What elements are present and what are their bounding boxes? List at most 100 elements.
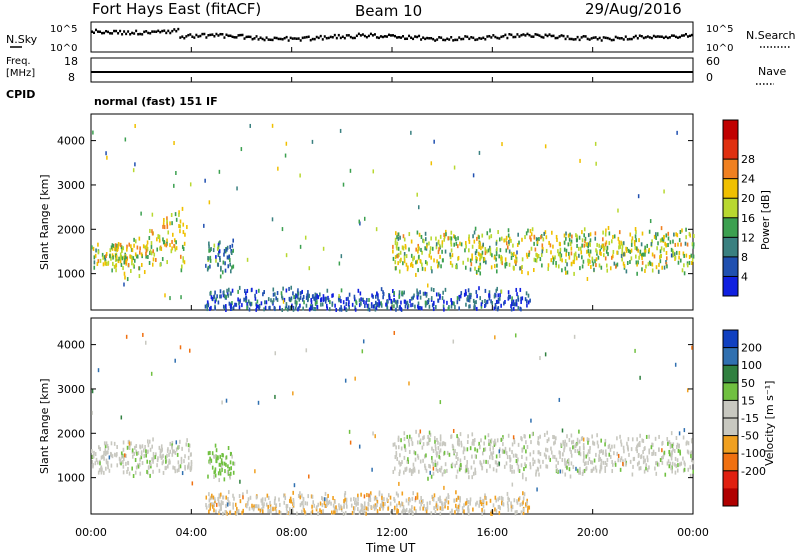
scatter-cell	[600, 449, 603, 454]
scatter-cell	[459, 458, 462, 463]
nsky-point	[167, 29, 170, 33]
scatter-cell	[542, 237, 545, 242]
scatter-cell	[530, 237, 532, 242]
scatter-cell	[546, 448, 549, 453]
scatter-cell	[439, 437, 442, 442]
scatter-cell	[365, 506, 368, 511]
nsky-point	[267, 38, 270, 41]
scatter-cell	[458, 442, 460, 447]
scatter-cell	[220, 463, 222, 468]
scatter-cell	[322, 297, 325, 302]
scatter-cell	[436, 259, 438, 264]
scatter-cell	[105, 466, 107, 471]
scatter-cell	[475, 255, 477, 260]
scatter-cell	[467, 500, 470, 505]
nsky-point	[277, 37, 280, 41]
scatter-cell	[620, 442, 623, 447]
scatter-cell	[171, 449, 174, 454]
scatter-cell	[382, 295, 384, 300]
scatter-cell	[646, 468, 649, 473]
nsky-point	[600, 39, 603, 42]
scatter-cell	[414, 451, 417, 456]
nsky-point	[568, 37, 571, 41]
scatter-cell	[474, 447, 476, 452]
scatter-cell	[497, 293, 500, 298]
noise-cell	[498, 461, 501, 466]
scatter-cell	[408, 497, 410, 502]
scatter-cell	[439, 495, 441, 500]
scatter-cell	[250, 301, 253, 306]
scatter-cell	[553, 435, 556, 440]
scatter-cell	[313, 503, 316, 508]
nsky-point	[307, 35, 310, 39]
nsky-point	[478, 36, 481, 40]
scatter-cell	[123, 260, 126, 265]
scatter-cell	[285, 506, 288, 511]
scatter-cell	[221, 467, 223, 472]
scatter-cell	[527, 300, 530, 305]
scatter-cell	[124, 258, 126, 263]
nsky-point	[203, 32, 206, 36]
scatter-cell	[563, 233, 566, 238]
scatter-cell	[497, 497, 500, 502]
scatter-cell	[169, 441, 172, 446]
velocity-colorbar-segment	[723, 330, 738, 349]
scatter-cell	[668, 452, 671, 457]
scatter-cell	[234, 510, 237, 515]
scatter-cell	[106, 450, 108, 455]
scatter-cell	[405, 301, 407, 306]
scatter-cell	[691, 242, 694, 247]
scatter-cell	[160, 444, 163, 449]
scatter-cell	[229, 510, 231, 515]
scatter-cell	[134, 252, 137, 257]
scatter-cell	[618, 230, 621, 235]
scatter-cell	[600, 265, 603, 270]
scatter-cell	[94, 253, 97, 258]
scatter-cell	[397, 435, 400, 440]
nsky-point	[335, 36, 338, 40]
scatter-cell	[322, 294, 325, 299]
noise-cell	[393, 330, 396, 335]
scatter-cell	[510, 304, 512, 309]
scatter-cell	[437, 440, 439, 445]
scatter-cell	[547, 437, 550, 442]
scatter-cell	[275, 509, 278, 514]
scatter-cell	[424, 291, 427, 296]
nsky-point	[387, 33, 390, 37]
nsky-point	[408, 34, 411, 38]
scatter-cell	[470, 262, 473, 267]
scatter-cell	[644, 458, 646, 463]
scatter-cell	[507, 504, 509, 509]
nsky-point	[490, 36, 493, 39]
scatter-cell	[168, 452, 170, 457]
scatter-cell	[205, 505, 208, 510]
scatter-cell	[444, 500, 447, 505]
scatter-cell	[311, 306, 314, 311]
power-colorbar-tick-label: 24	[741, 173, 755, 186]
scatter-cell	[583, 455, 585, 460]
scatter-cell	[285, 504, 288, 509]
scatter-cell	[469, 258, 472, 263]
nsky-point	[650, 36, 653, 40]
scatter-cell	[455, 506, 458, 511]
scatter-cell	[687, 441, 690, 446]
noise-cell	[134, 123, 136, 128]
scatter-cell	[234, 502, 237, 507]
scatter-cell	[588, 449, 591, 454]
scatter-cell	[615, 264, 617, 269]
scatter-cell	[435, 503, 438, 508]
noise-cell	[182, 256, 184, 261]
noise-cell	[282, 299, 285, 304]
scatter-cell	[181, 244, 184, 249]
scatter-cell	[268, 509, 271, 514]
noise-cell	[512, 435, 515, 440]
scatter-cell	[680, 461, 683, 466]
scatter-cell	[106, 460, 109, 465]
scatter-cell	[377, 296, 379, 301]
scatter-cell	[375, 302, 378, 307]
scatter-cell	[414, 304, 416, 309]
nsky-point	[406, 37, 409, 41]
scatter-cell	[224, 249, 227, 254]
scatter-cell	[442, 441, 444, 446]
scatter-cell	[313, 306, 315, 311]
